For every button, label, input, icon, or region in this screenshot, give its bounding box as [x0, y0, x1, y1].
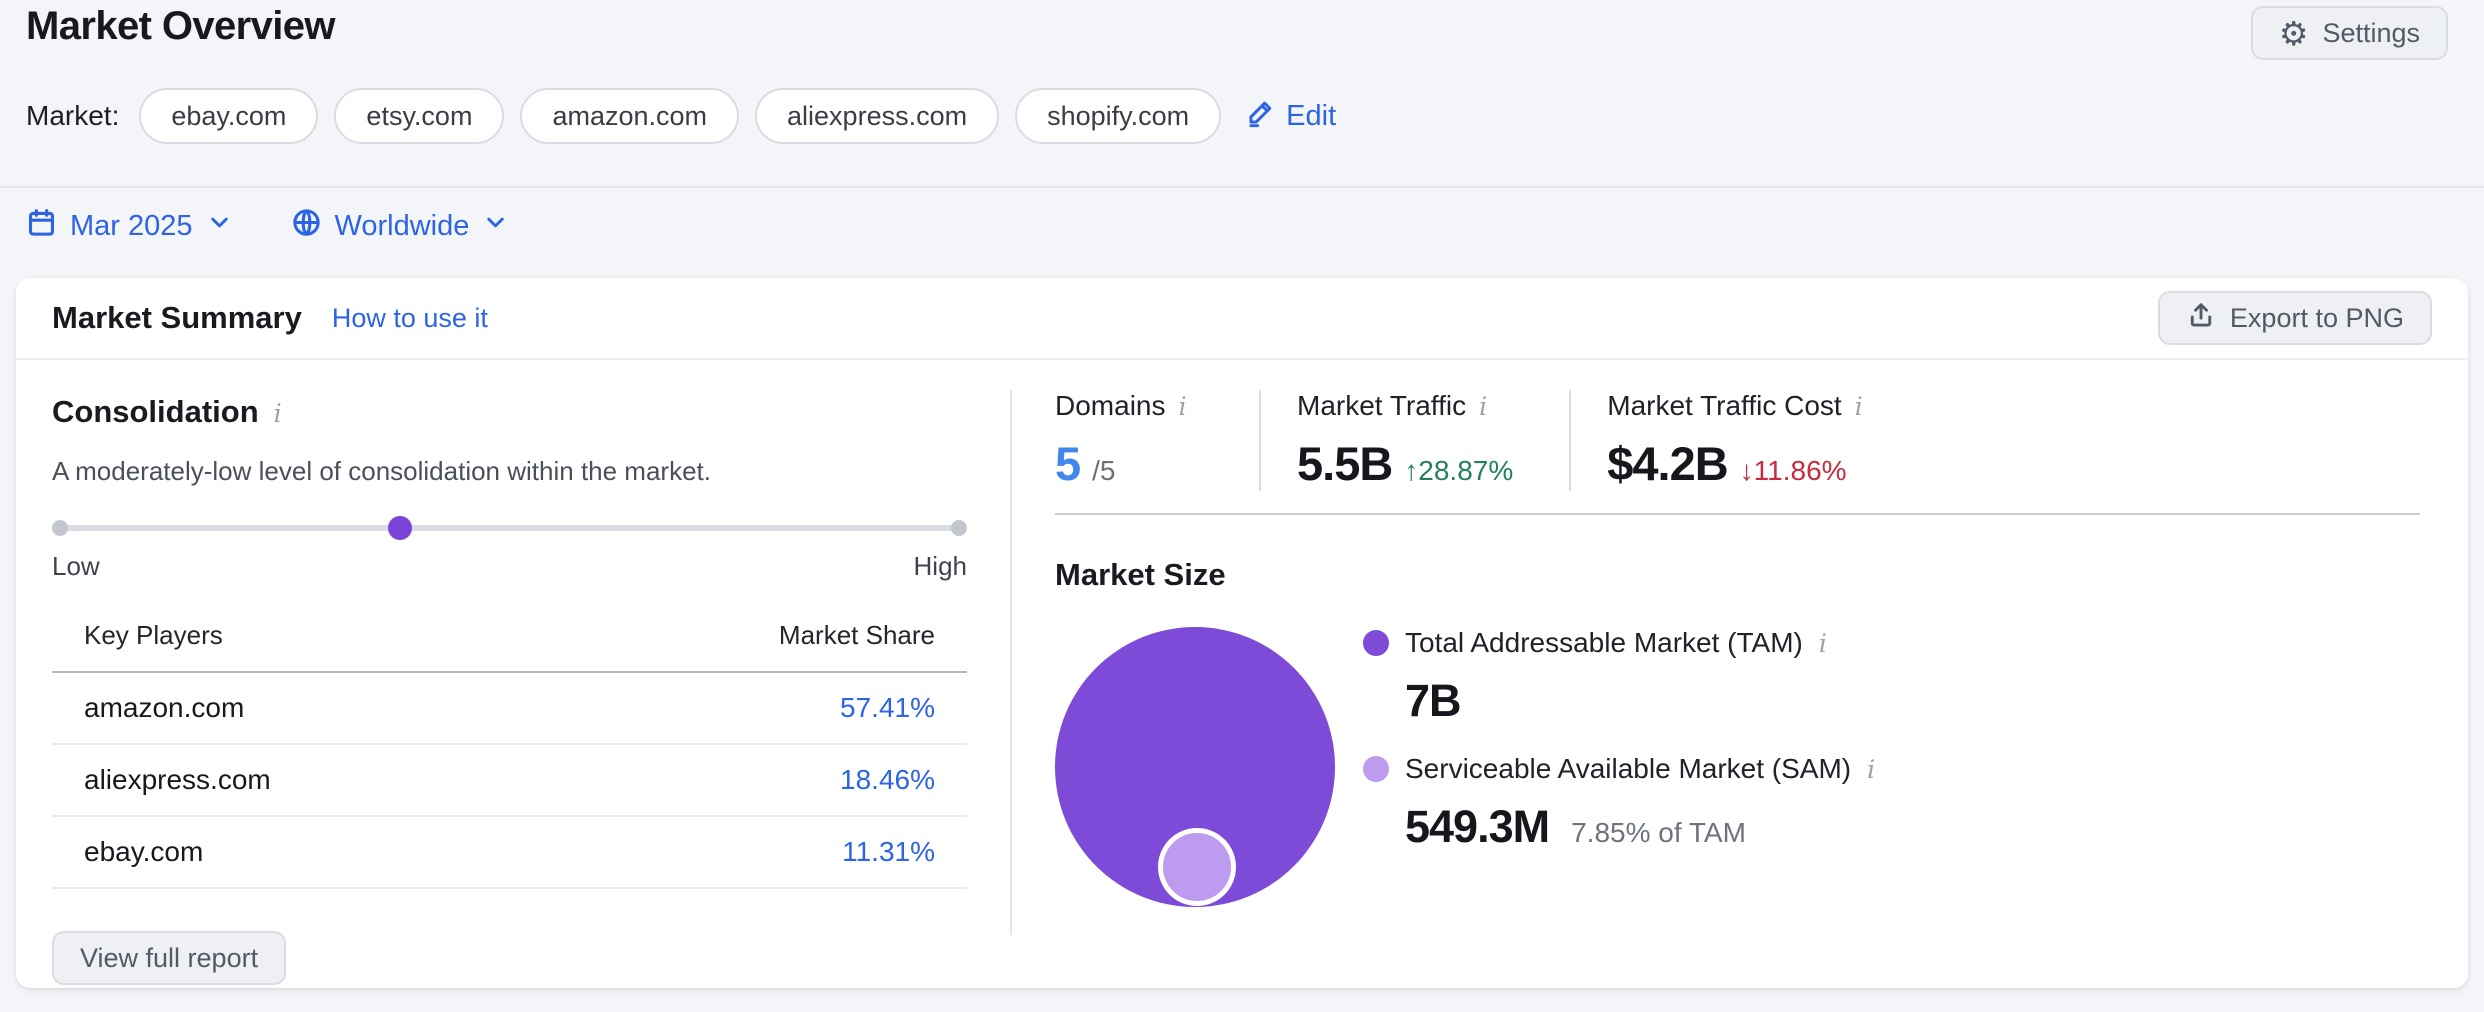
export-png-button[interactable]: Export to PNG [2157, 291, 2432, 345]
sam-note: 7.85% of TAM [1571, 817, 1746, 848]
tam-label: Total Addressable Market (TAM) [1405, 627, 1803, 658]
stat-domains-value: 5 [1055, 437, 1081, 490]
stat-traffic-value: 5.5B [1297, 437, 1393, 490]
region-filter-value: Worldwide [334, 209, 470, 242]
consolidation-title: Consolidation [52, 394, 259, 429]
settings-label: Settings [2322, 17, 2420, 48]
info-icon[interactable]: i [1178, 392, 1187, 421]
player-domain: ebay.com [52, 816, 540, 889]
market-share-link[interactable]: 11.31% [842, 836, 935, 867]
date-filter[interactable]: Mar 2025 [26, 207, 233, 246]
slider-high-endpoint [951, 520, 967, 536]
market-size-legend: Total Addressable Market (TAM) i 7B Serv… [1363, 627, 1875, 879]
market-size-title: Market Size [1055, 557, 1226, 592]
market-share-column-header: Market Share [539, 620, 967, 673]
stat-traffic-change: ↑28.87% [1404, 455, 1514, 486]
consolidation-description: A moderately-low level of consolidation … [52, 456, 711, 486]
page-title: Market Overview [26, 4, 336, 48]
header-divider [0, 186, 2484, 188]
market-domain-chip-etsy[interactable]: etsy.com [334, 88, 505, 144]
stat-market-traffic-cost: Market Traffic Cost i $4.2B ↓11.86% [1569, 390, 1918, 491]
market-stats-section: Domains i 5 /5 Market Traffic i 5.5B [1055, 360, 2420, 927]
slider-low-label: Low [52, 551, 100, 581]
table-row: ebay.com 11.31% [52, 816, 967, 889]
info-icon[interactable]: i [1854, 392, 1863, 421]
table-row: amazon.com 57.41% [52, 672, 967, 745]
edit-label: Edit [1286, 99, 1337, 132]
stat-traffic-cost-change: ↓11.86% [1739, 455, 1847, 486]
market-domain-chip-ebay[interactable]: ebay.com [139, 88, 319, 144]
sam-label: Serviceable Available Market (SAM) [1405, 753, 1852, 784]
consolidation-slider-track[interactable] [52, 525, 967, 531]
tam-value: 7B [1405, 675, 1462, 726]
stat-traffic-cost-label: Market Traffic Cost [1607, 390, 1842, 421]
player-domain: amazon.com [52, 672, 540, 745]
consolidation-slider[interactable] [52, 515, 967, 541]
player-domain: aliexpress.com [52, 744, 540, 817]
card-body: Consolidation i A moderately-low level o… [16, 360, 2468, 988]
market-summary-card: Market Summary How to use it Export to P… [16, 278, 2468, 988]
chevron-down-icon [482, 209, 509, 244]
stat-domains-label: Domains [1055, 390, 1166, 421]
view-full-report-button[interactable]: View full report [52, 931, 287, 985]
key-players-table: Key Players Market Share amazon.com 57.4… [52, 620, 967, 889]
info-icon[interactable]: i [1479, 392, 1488, 421]
export-png-label: Export to PNG [2229, 302, 2404, 333]
column-divider [1010, 390, 1012, 935]
market-domain-chip-aliexpress[interactable]: aliexpress.com [755, 88, 1000, 144]
market-share-link[interactable]: 57.41% [840, 692, 935, 723]
key-players-column-header: Key Players [52, 620, 540, 673]
market-label: Market: [26, 100, 120, 131]
globe-icon [291, 207, 322, 246]
stat-traffic-cost-value: $4.2B [1607, 437, 1728, 490]
stats-divider [1055, 513, 2420, 515]
calendar-icon [26, 207, 57, 246]
card-title: Market Summary [52, 300, 302, 335]
region-filter[interactable]: Worldwide [291, 207, 510, 246]
stat-market-traffic: Market Traffic i 5.5B ↑28.87% [1259, 390, 1569, 491]
edit-market-link[interactable]: Edit [1245, 97, 1336, 136]
upload-icon [2186, 300, 2216, 337]
market-domain-chip-shopify[interactable]: shopify.com [1015, 88, 1222, 144]
market-row: Market: ebay.com etsy.com amazon.com ali… [26, 88, 1336, 144]
info-icon[interactable]: i [273, 399, 282, 428]
card-header: Market Summary How to use it Export to P… [16, 278, 2468, 360]
market-size-chart: Total Addressable Market (TAM) i 7B Serv… [1055, 627, 2420, 927]
pencil-icon [1245, 97, 1276, 136]
filter-row: Mar 2025 Worldwide [26, 200, 509, 252]
date-filter-value: Mar 2025 [70, 209, 193, 242]
how-to-use-link[interactable]: How to use it [331, 302, 488, 333]
table-row: aliexpress.com 18.46% [52, 744, 967, 817]
stat-domains-suffix: /5 [1092, 455, 1116, 486]
sam-circle [1158, 828, 1236, 906]
info-icon[interactable]: i [1818, 628, 1827, 658]
consolidation-section: Consolidation i A moderately-low level o… [52, 360, 967, 985]
sam-value: 549.3M 7.85% of TAM [1405, 801, 1746, 852]
stat-traffic-label: Market Traffic [1297, 390, 1467, 421]
tam-legend-dot [1363, 630, 1389, 656]
info-icon[interactable]: i [1867, 754, 1876, 784]
market-domain-chip-amazon[interactable]: amazon.com [520, 88, 740, 144]
settings-button[interactable]: ⚙ Settings [2250, 6, 2448, 60]
gear-icon: ⚙ [2278, 13, 2309, 53]
sam-legend-dot [1363, 756, 1389, 782]
consolidation-slider-thumb[interactable] [387, 516, 412, 540]
chevron-down-icon [206, 209, 233, 244]
market-share-link[interactable]: 18.46% [840, 764, 935, 795]
slider-high-label: High [913, 551, 967, 581]
slider-low-endpoint [52, 520, 68, 536]
stat-domains: Domains i 5 /5 [1055, 390, 1259, 491]
